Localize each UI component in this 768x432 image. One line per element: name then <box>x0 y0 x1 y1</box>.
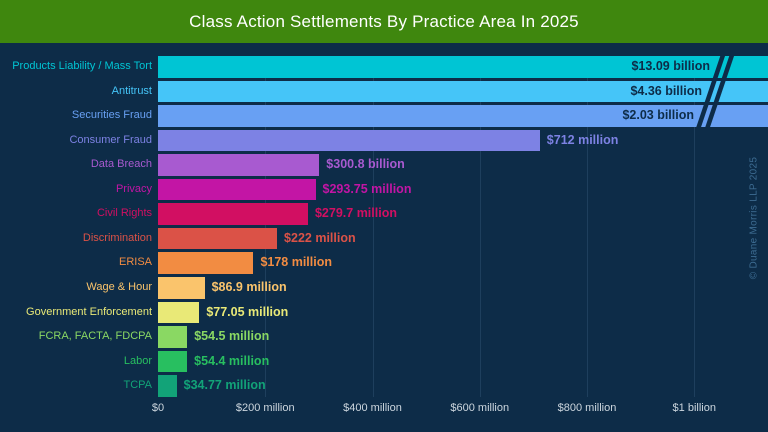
bar <box>158 154 320 176</box>
value-label: $2.03 billion <box>622 108 694 123</box>
gridline-600m <box>479 56 481 397</box>
category-label: Antitrust <box>111 84 152 97</box>
bar <box>158 301 200 324</box>
category-label: FCRA, FACTA, FDCPA <box>38 330 152 343</box>
bar <box>158 276 205 299</box>
value-label: $4.36 billion <box>630 83 702 98</box>
category-label: Wage & Hour <box>86 280 152 293</box>
gridline-1000m <box>694 56 696 397</box>
category-label: Discrimination <box>82 231 152 244</box>
gridline-800m <box>587 56 588 397</box>
bar <box>158 350 188 373</box>
title-bar: Class Action Settlements By Practice Are… <box>0 0 768 43</box>
x-axis-tick-label: $800 million <box>557 401 617 414</box>
category-label: TCPA <box>123 379 152 392</box>
value-label: $54.5 million <box>194 329 270 344</box>
gridline-400m <box>372 56 374 397</box>
value-label: $222 million <box>284 230 356 245</box>
bar <box>158 129 540 152</box>
bar <box>158 56 768 78</box>
value-label: $712 million <box>546 132 619 147</box>
bar <box>158 227 278 250</box>
x-axis-tick-label: $400 million <box>343 401 402 414</box>
category-label: Data Breach <box>90 158 152 171</box>
category-label: Privacy <box>115 182 152 195</box>
bar <box>158 80 768 103</box>
category-label: Consumer Fraud <box>69 133 152 146</box>
value-label: $86.9 million <box>211 279 287 294</box>
bar <box>158 326 188 348</box>
category-label: Government Enforcement <box>26 305 152 318</box>
value-label: $178 million <box>260 255 332 270</box>
value-label: $300.8 billion <box>326 157 405 172</box>
x-axis-tick-label: $1 billion <box>672 401 716 414</box>
chart-title: Class Action Settlements By Practice Are… <box>189 11 579 31</box>
bar <box>158 105 768 127</box>
value-label: $54.4 million <box>194 353 270 368</box>
x-axis-tick-label: $200 million <box>235 401 295 414</box>
gridline-200m <box>265 56 267 397</box>
value-label: $279.7 million <box>314 206 397 221</box>
value-label: $77.05 million <box>206 304 289 319</box>
value-label: $34.77 million <box>183 378 266 393</box>
x-axis-tick-label: $0 <box>151 401 165 414</box>
bar <box>158 178 316 201</box>
value-label: $293.75 million <box>322 181 412 196</box>
category-label: Products Liability / Mass Tort <box>12 60 152 72</box>
category-label: Securities Fraud <box>71 109 152 122</box>
category-label: ERISA <box>118 256 152 269</box>
category-label: Labor <box>123 354 152 367</box>
bar <box>158 252 254 274</box>
x-axis-tick-label: $600 million <box>450 401 510 414</box>
value-label: $13.09 billion <box>631 59 710 73</box>
category-label: Civil Rights <box>96 207 152 220</box>
bar <box>158 375 177 397</box>
bar <box>158 203 308 225</box>
copyright-watermark: © Duane Morris LLP 2025 <box>748 156 760 280</box>
